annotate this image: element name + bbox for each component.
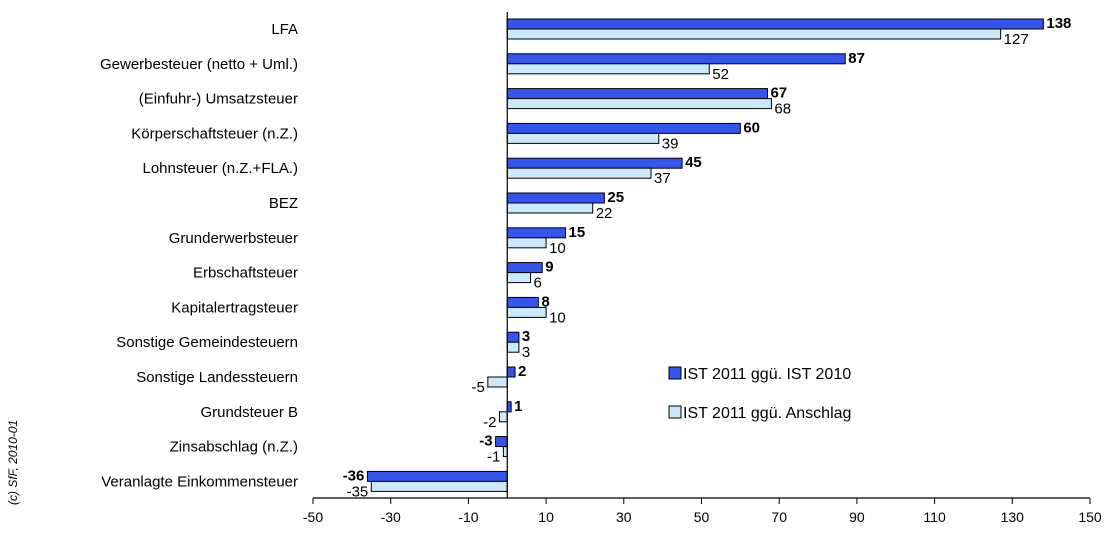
- category-label: BEZ: [269, 195, 298, 212]
- data-label-ist-2010: 60: [743, 119, 760, 136]
- data-label-anschlag: -2: [483, 414, 496, 431]
- bar-anschlag: [506, 341, 520, 353]
- data-label-ist-2010: 2: [518, 363, 526, 380]
- bar-ist-2010: [506, 192, 605, 204]
- bar-anschlag: [487, 376, 508, 388]
- x-tick-label: 30: [616, 509, 632, 525]
- category-label: LFA: [271, 21, 298, 38]
- legend: IST 2011 ggü. IST 2010 IST 2011 ggü. Ansc…: [668, 366, 851, 422]
- category-label: Sonstige Landessteuern: [136, 369, 298, 386]
- data-label-anschlag: 10: [549, 309, 566, 326]
- category-label: Kapitalertragsteuer: [171, 299, 298, 316]
- legend-label-ist-2010: IST 2011 ggü. IST 2010: [683, 366, 851, 383]
- category-label: Grundsteuer B: [200, 404, 298, 421]
- data-label-ist-2010: 25: [607, 189, 624, 206]
- bar-anschlag: [506, 98, 772, 110]
- bar-ist-2010: [506, 262, 543, 274]
- bar-ist-2010: [506, 366, 516, 378]
- data-label-anschlag: 39: [662, 135, 679, 152]
- data-label-anschlag: -35: [347, 483, 369, 500]
- bar-anschlag: [506, 132, 660, 144]
- data-label-anschlag: -5: [471, 379, 484, 396]
- x-tick-label: 10: [538, 509, 554, 525]
- axes-group: -50 -30 -10 10 30 50 70 90 110 130 150: [303, 12, 1102, 525]
- category-label: Grunderwerbsteuer: [169, 230, 298, 247]
- bar-ist-2010: [506, 296, 539, 308]
- category-label: Erbschaftsteuer: [193, 265, 298, 282]
- watermark-text: (c) SfF, 2010-01: [6, 420, 20, 505]
- data-label-anschlag: 52: [712, 66, 729, 83]
- x-tick-label: 130: [1001, 509, 1025, 525]
- bar-anschlag: [506, 202, 594, 214]
- bar-ist-2010: [506, 18, 1044, 30]
- x-tick-label: 110: [923, 509, 946, 525]
- data-label-ist-2010: 87: [848, 50, 865, 67]
- data-label-ist-2010: 8: [541, 293, 549, 310]
- bar-ist-2010: [506, 331, 520, 343]
- category-label: Sonstige Gemeindesteuern: [116, 334, 298, 351]
- category-label: Körperschaftsteuer (n.Z.): [131, 125, 298, 142]
- legend-label-anschlag: IST 2011 ggü. Anschlag: [683, 405, 851, 422]
- category-label: Lohnsteuer (n.Z.+FLA.): [143, 160, 299, 177]
- x-tick-label: -50: [303, 509, 323, 525]
- x-tick-label: -30: [381, 509, 401, 525]
- bar-ist-2010: [495, 436, 508, 448]
- data-label-anschlag: 10: [549, 240, 566, 257]
- bar-ist-2010: [366, 470, 508, 482]
- bar-ist-2010: [506, 227, 567, 239]
- bar-anschlag: [506, 63, 710, 75]
- data-label-anschlag: 68: [774, 101, 791, 118]
- bar-ist-2010: [506, 122, 741, 134]
- bars-group: [366, 18, 1044, 492]
- data-label-ist-2010: 67: [771, 85, 788, 102]
- data-label-anschlag: 3: [522, 344, 530, 361]
- bar-anschlag: [498, 411, 508, 423]
- x-tick-label: 90: [849, 509, 865, 525]
- bar-ist-2010: [506, 53, 846, 65]
- bar-anschlag: [506, 306, 547, 318]
- data-label-ist-2010: -3: [479, 433, 492, 450]
- category-label: Veranlagte Einkommensteuer: [101, 473, 298, 490]
- data-label-ist-2010: 45: [685, 154, 702, 171]
- data-label-ist-2010: 15: [569, 224, 586, 241]
- bar-anschlag: [506, 28, 1002, 40]
- bar-ist-2010: [506, 88, 769, 100]
- data-label-anschlag: 37: [654, 170, 671, 187]
- data-label-anschlag: 6: [534, 275, 542, 292]
- x-tick-label: 70: [771, 509, 787, 525]
- bar-anschlag: [506, 237, 547, 249]
- data-label-ist-2010: 1: [514, 398, 522, 415]
- legend-swatch-ist-2010: [668, 366, 682, 380]
- data-label-ist-2010: 9: [545, 259, 553, 276]
- bar-anschlag: [370, 480, 508, 492]
- legend-swatch-anschlag: [668, 405, 682, 419]
- data-label-anschlag: 127: [1004, 31, 1029, 48]
- x-tick-label: 50: [694, 509, 710, 525]
- data-label-ist-2010: -36: [343, 467, 365, 484]
- data-label-ist-2010: 138: [1046, 15, 1071, 32]
- bar-anschlag: [506, 167, 652, 179]
- category-label: (Einfuhr-) Umsatzsteuer: [139, 91, 298, 108]
- category-label: Zinsabschlag (n.Z.): [170, 439, 298, 456]
- bar-ist-2010: [506, 157, 683, 169]
- bar-anschlag: [506, 272, 532, 284]
- data-label-ist-2010: 3: [522, 328, 530, 345]
- data-label-anschlag: 22: [596, 205, 613, 222]
- x-tick-label: -10: [458, 509, 478, 525]
- category-label: Gewerbesteuer (netto + Uml.): [100, 56, 298, 73]
- x-tick-label: 150: [1078, 509, 1102, 525]
- data-label-anschlag: -1: [487, 449, 500, 466]
